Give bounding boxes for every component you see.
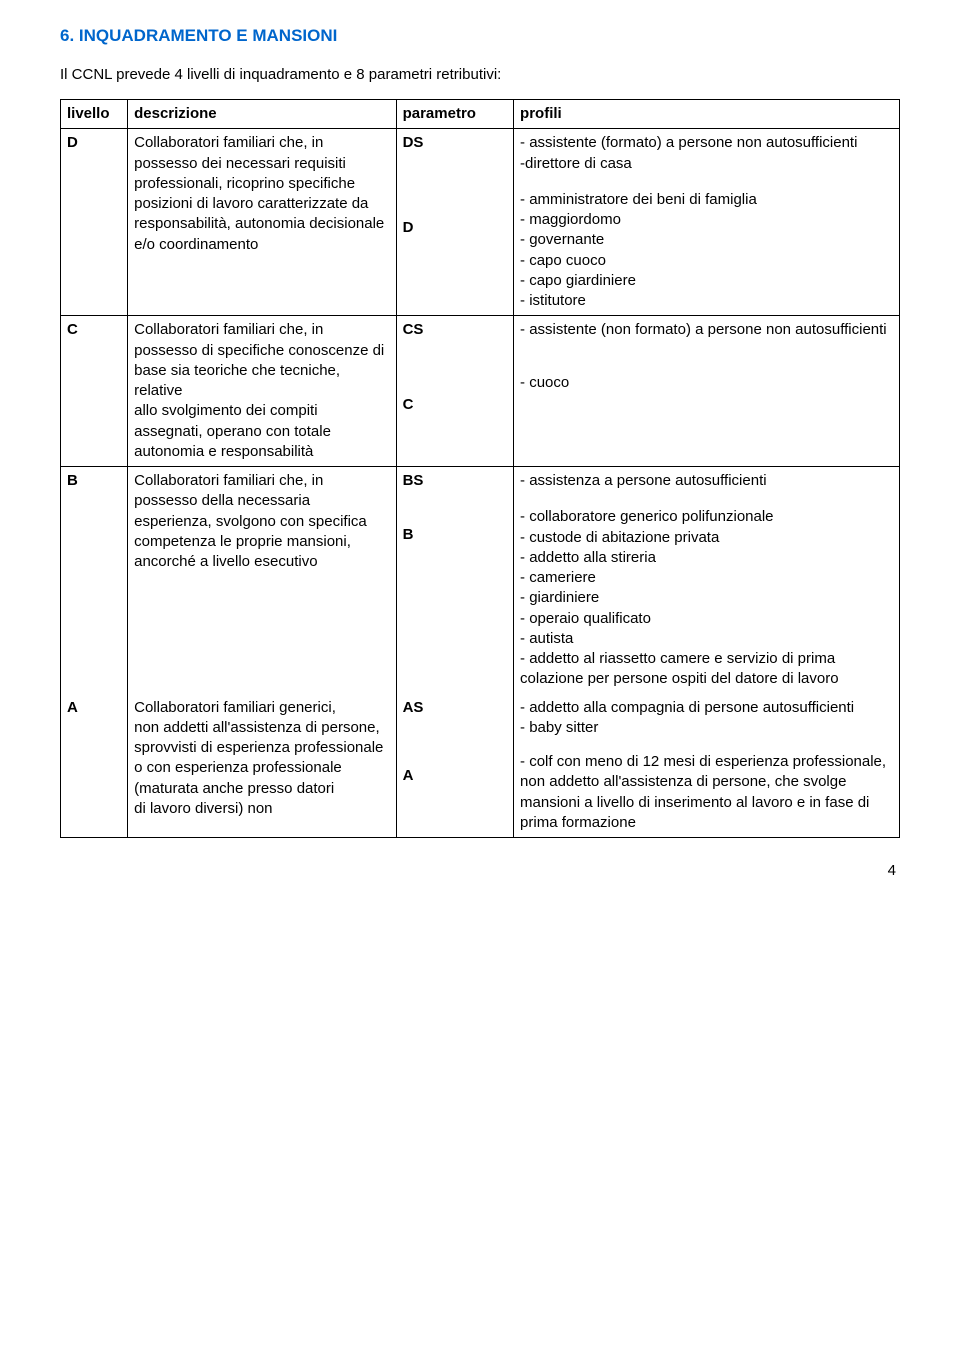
header-descrizione: descrizione	[128, 100, 396, 129]
cell-descrizione: Collaboratori familiari che, in possesso…	[128, 316, 396, 467]
cell-livello: B	[61, 467, 128, 694]
cell-profili: - assistente (non formato) a persone non…	[514, 316, 900, 467]
profile-item: - assistente (formato) a persone non aut…	[520, 133, 893, 153]
profile-item: - cuoco	[520, 373, 893, 393]
profile-item: - addetto alla stireria	[520, 548, 893, 568]
profile-item: - addetto al riassetto camere e servizio…	[520, 649, 893, 690]
page-number: 4	[60, 862, 900, 879]
table-row: D Collaboratori familiari che, in posses…	[61, 129, 900, 316]
table-row: A Collaboratori familiari generici, non …	[61, 694, 900, 838]
cell-profili: - assistente (formato) a persone non aut…	[514, 129, 900, 316]
profile-item: - istitutore	[520, 291, 893, 311]
profile-item: - governante	[520, 230, 893, 250]
cell-parametro: CS C	[396, 316, 513, 467]
section-title: 6. INQUADRAMENTO E MANSIONI	[60, 26, 900, 46]
cell-parametro: DS D	[396, 129, 513, 316]
cell-livello: D	[61, 129, 128, 316]
cell-livello: C	[61, 316, 128, 467]
table-row: B Collaboratori familiari che, in posses…	[61, 467, 900, 694]
livello-label: B	[67, 472, 78, 489]
profile-item: - baby sitter	[520, 718, 893, 738]
profile-item: - amministratore dei beni di famiglia	[520, 190, 893, 210]
profile-item: - operaio qualificato	[520, 609, 893, 629]
header-parametro: parametro	[396, 100, 513, 129]
livello-label: C	[67, 321, 78, 338]
param-label: DS	[403, 133, 507, 153]
param-label: C	[403, 395, 507, 415]
profile-item: - giardiniere	[520, 588, 893, 608]
param-label: CS	[403, 320, 507, 340]
cell-descrizione: Collaboratori familiari che, in possesso…	[128, 467, 396, 694]
profile-item: - addetto alla compagnia di persone auto…	[520, 698, 893, 718]
profile-item: - cameriere	[520, 568, 893, 588]
classification-table: livello descrizione parametro profili D …	[60, 99, 900, 838]
cell-parametro: BS B	[396, 467, 513, 694]
livello-label: A	[67, 699, 78, 716]
cell-profili: - assistenza a persone autosufficienti -…	[514, 467, 900, 694]
param-label: AS	[403, 698, 507, 718]
param-label: A	[403, 766, 507, 786]
profile-item: - colf con meno di 12 mesi di esperienza…	[520, 752, 893, 833]
cell-parametro: AS A	[396, 694, 513, 838]
profile-item: - maggiordomo	[520, 210, 893, 230]
table-row: C Collaboratori familiari che, in posses…	[61, 316, 900, 467]
profile-item: - autista	[520, 629, 893, 649]
profile-item: -direttore di casa	[520, 154, 893, 174]
header-livello: livello	[61, 100, 128, 129]
profile-item: - capo giardiniere	[520, 271, 893, 291]
cell-profili: - addetto alla compagnia di persone auto…	[514, 694, 900, 838]
profile-item: - assistenza a persone autosufficienti	[520, 471, 893, 491]
cell-descrizione: Collaboratori familiari che, in possesso…	[128, 129, 396, 316]
profile-item: - capo cuoco	[520, 251, 893, 271]
param-label: BS	[403, 471, 507, 491]
cell-livello: A	[61, 694, 128, 838]
profile-item: - custode di abitazione privata	[520, 528, 893, 548]
profile-item: - assistente (non formato) a persone non…	[520, 320, 893, 340]
profile-item: - collaboratore generico polifunzionale	[520, 507, 893, 527]
cell-descrizione: Collaboratori familiari generici, non ad…	[128, 694, 396, 838]
table-header-row: livello descrizione parametro profili	[61, 100, 900, 129]
header-profili: profili	[514, 100, 900, 129]
livello-label: D	[67, 134, 78, 151]
param-label: D	[403, 218, 507, 238]
param-label: B	[403, 525, 507, 545]
intro-text: Il CCNL prevede 4 livelli di inquadramen…	[60, 66, 900, 83]
